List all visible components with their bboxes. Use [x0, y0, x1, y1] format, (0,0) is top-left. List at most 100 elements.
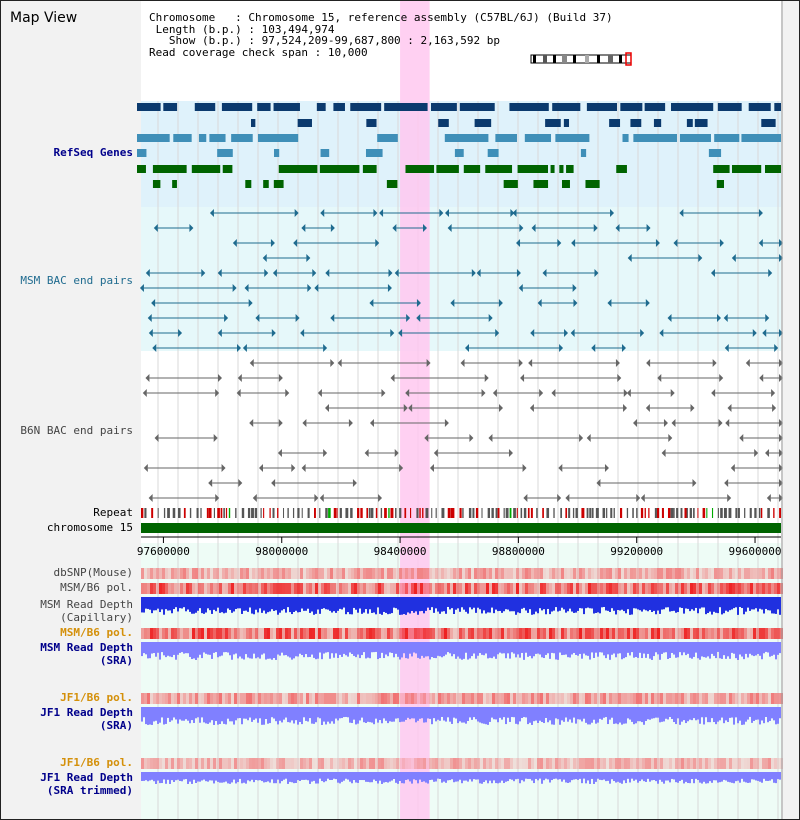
- track-label-chromosome[interactable]: chromosome 15: [46, 521, 133, 534]
- heat-cell: [564, 568, 567, 579]
- depth-bar: [395, 642, 397, 654]
- heat-cell: [180, 583, 183, 594]
- depth-bar: [527, 597, 529, 613]
- heat-cell: [528, 568, 531, 579]
- depth-bar: [521, 642, 523, 653]
- depth-bar: [605, 597, 607, 611]
- heat-cell: [363, 693, 366, 704]
- depth-bar: [525, 707, 527, 718]
- heat-cell: [156, 568, 159, 579]
- track-label-dbsnp[interactable]: dbSNP(Mouse): [53, 566, 133, 579]
- depth-bar: [461, 597, 463, 608]
- track-label-msm-b6-pol-1[interactable]: MSM/B6 pol.: [60, 581, 133, 594]
- heat-cell: [372, 568, 375, 579]
- heat-cell: [564, 758, 567, 769]
- depth-bar: [221, 772, 223, 783]
- heat-cell: [186, 568, 189, 579]
- track-label-jf1-depth-trim-1[interactable]: JF1 Read Depth: [40, 771, 133, 784]
- bac-end: [730, 464, 735, 472]
- depth-bar: [415, 642, 417, 654]
- heat-cell: [615, 568, 618, 579]
- depth-bar: [629, 642, 631, 656]
- refseq-row-3: [137, 134, 781, 142]
- depth-bar: [367, 772, 369, 782]
- track-label-repeat[interactable]: Repeat: [93, 506, 133, 519]
- depth-bar: [363, 772, 365, 781]
- depth-bar: [209, 597, 211, 611]
- heat-cell: [579, 583, 582, 594]
- depth-bar: [569, 597, 571, 609]
- depth-bar: [225, 707, 227, 725]
- repeat-mark: [606, 508, 608, 518]
- heat-cell: [615, 583, 618, 594]
- depth-bar: [447, 772, 449, 781]
- repeat-mark: [277, 508, 279, 518]
- heat-cell: [264, 628, 267, 639]
- depth-bar: [283, 707, 285, 720]
- repeat-mark: [399, 508, 402, 518]
- depth-bar: [301, 597, 303, 609]
- depth-bar: [393, 707, 395, 722]
- depth-bar: [687, 597, 689, 609]
- heat-cell: [504, 583, 507, 594]
- heat-cell: [345, 693, 348, 704]
- heat-cell: [468, 628, 471, 639]
- depth-bar: [141, 642, 143, 657]
- depth-bar: [739, 642, 741, 655]
- depth-bar: [671, 642, 673, 653]
- depth-bar: [601, 642, 603, 653]
- repeat-mark: [626, 508, 629, 518]
- bac-end: [779, 464, 783, 472]
- depth-bar: [599, 597, 601, 614]
- depth-bar: [431, 707, 433, 725]
- depth-bar: [235, 642, 237, 654]
- track-label-refseq[interactable]: RefSeq Genes: [53, 146, 133, 159]
- heat-cell: [723, 568, 726, 579]
- repeat-mark: [251, 508, 254, 518]
- track-label-b6n-bac[interactable]: B6N BAC end pairs: [20, 424, 133, 437]
- bac-end: [539, 389, 544, 397]
- heat-cell: [678, 568, 681, 579]
- track-label-msm-depth-sra-1[interactable]: MSM Read Depth: [40, 641, 133, 654]
- heat-cell: [546, 628, 549, 639]
- depth-bar: [469, 707, 471, 718]
- heat-cell: [651, 758, 654, 769]
- track-label-msm-depth-cap-1[interactable]: MSM Read Depth: [40, 598, 133, 611]
- track-label-msm-bac[interactable]: MSM BAC end pairs: [20, 274, 133, 287]
- heat-cell: [474, 628, 477, 639]
- heat-cell: [582, 758, 585, 769]
- axis-tick-label: 98800000: [492, 545, 545, 558]
- heat-cell: [429, 758, 432, 769]
- track-label-jf1-b6-pol-2[interactable]: JF1/B6 pol.: [60, 756, 133, 769]
- depth-bar: [287, 772, 289, 784]
- depth-bar: [219, 707, 221, 725]
- depth-bar: [493, 642, 495, 657]
- depth-bar: [567, 597, 569, 612]
- heat-cell: [468, 583, 471, 594]
- heat-cell: [393, 758, 396, 769]
- track-label-jf1-depth-1[interactable]: JF1 Read Depth: [40, 706, 133, 719]
- depth-bar: [581, 642, 583, 659]
- heat-cell: [753, 583, 756, 594]
- depth-bar: [239, 597, 241, 609]
- depth-bar: [573, 597, 575, 613]
- repeat-mark: [581, 508, 585, 518]
- depth-bar: [563, 597, 565, 610]
- repeat-mark: [505, 508, 509, 518]
- depth-bar: [743, 772, 745, 782]
- depth-bar: [431, 597, 433, 608]
- depth-bar: [667, 772, 669, 781]
- heat-cell: [363, 628, 366, 639]
- track-label-jf1-b6-pol-1[interactable]: JF1/B6 pol.: [60, 691, 133, 704]
- track-label-msm-b6-pol-2[interactable]: MSM/B6 pol.: [60, 626, 133, 639]
- depth-bar: [567, 772, 569, 783]
- depth-bar: [595, 642, 597, 653]
- depth-bar: [427, 597, 429, 608]
- depth-bar: [437, 772, 439, 779]
- gene-block: [559, 165, 564, 173]
- heat-cell: [654, 758, 657, 769]
- heat-cell: [717, 758, 720, 769]
- repeat-mark: [441, 508, 445, 518]
